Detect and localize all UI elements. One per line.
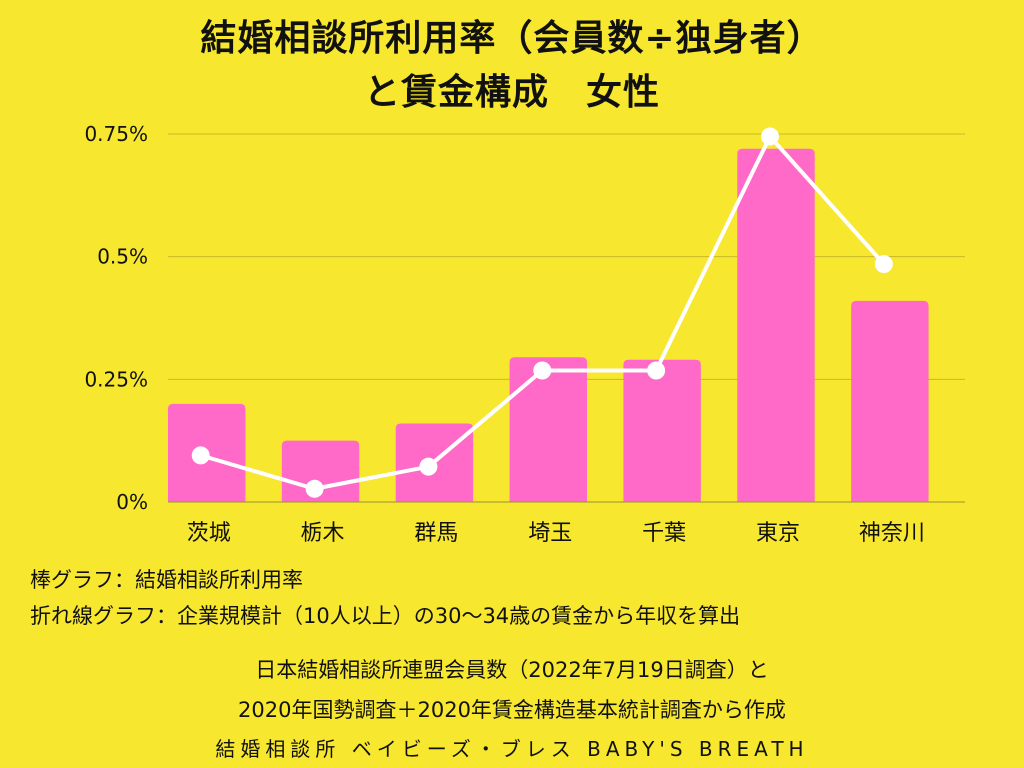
x-tick-label: 茨城 bbox=[187, 521, 231, 546]
x-tick-label: 東京 bbox=[756, 521, 800, 546]
bar bbox=[623, 359, 701, 502]
bar bbox=[851, 300, 929, 502]
y-tick-label: 0.5% bbox=[97, 245, 148, 269]
line-point bbox=[191, 446, 210, 465]
chart-area: 0% 0.25% 0.5% 0.75% 茨城 栃木 群馬 埼玉 千葉 東京 神奈川 bbox=[84, 122, 965, 546]
x-tick-label: 群馬 bbox=[414, 521, 458, 546]
line-point bbox=[419, 457, 438, 476]
chart-title-line-1: 結婚相談所利用率（会員数÷独身者） bbox=[200, 18, 824, 59]
legend-note-bar: 棒グラフ：結婚相談所利用率 bbox=[30, 568, 303, 592]
line-point bbox=[305, 479, 324, 498]
x-tick-label: 神奈川 bbox=[859, 521, 925, 546]
bar bbox=[737, 148, 815, 502]
x-tick-label: 栃木 bbox=[301, 521, 345, 546]
y-tick-label: 0.25% bbox=[84, 367, 148, 391]
source-line-2: 2020年国勢調査＋2020年賃金構造基本統計調査から作成 bbox=[238, 698, 786, 722]
y-tick-label: 0% bbox=[116, 490, 148, 514]
line-point bbox=[533, 361, 552, 380]
source-line-1: 日本結婚相談所連盟会員数（2022年7月19日調査）と bbox=[255, 658, 769, 682]
chart-title-line-2: と賃金構成 女性 bbox=[363, 72, 660, 113]
legend-note-line: 折れ線グラフ：企業規模計（10人以上）の30〜34歳の賃金から年収を算出 bbox=[30, 604, 741, 628]
x-tick-label: 埼玉 bbox=[528, 521, 572, 546]
y-tick-label: 0.75% bbox=[84, 122, 148, 146]
brand-credit: 結婚相談所 ベイビーズ・ブレス BABY'S BREATH bbox=[215, 737, 809, 761]
line-point bbox=[647, 361, 666, 380]
bar bbox=[509, 357, 587, 502]
line-point bbox=[874, 255, 893, 274]
x-tick-label: 千葉 bbox=[642, 521, 686, 546]
line-point bbox=[760, 127, 779, 146]
